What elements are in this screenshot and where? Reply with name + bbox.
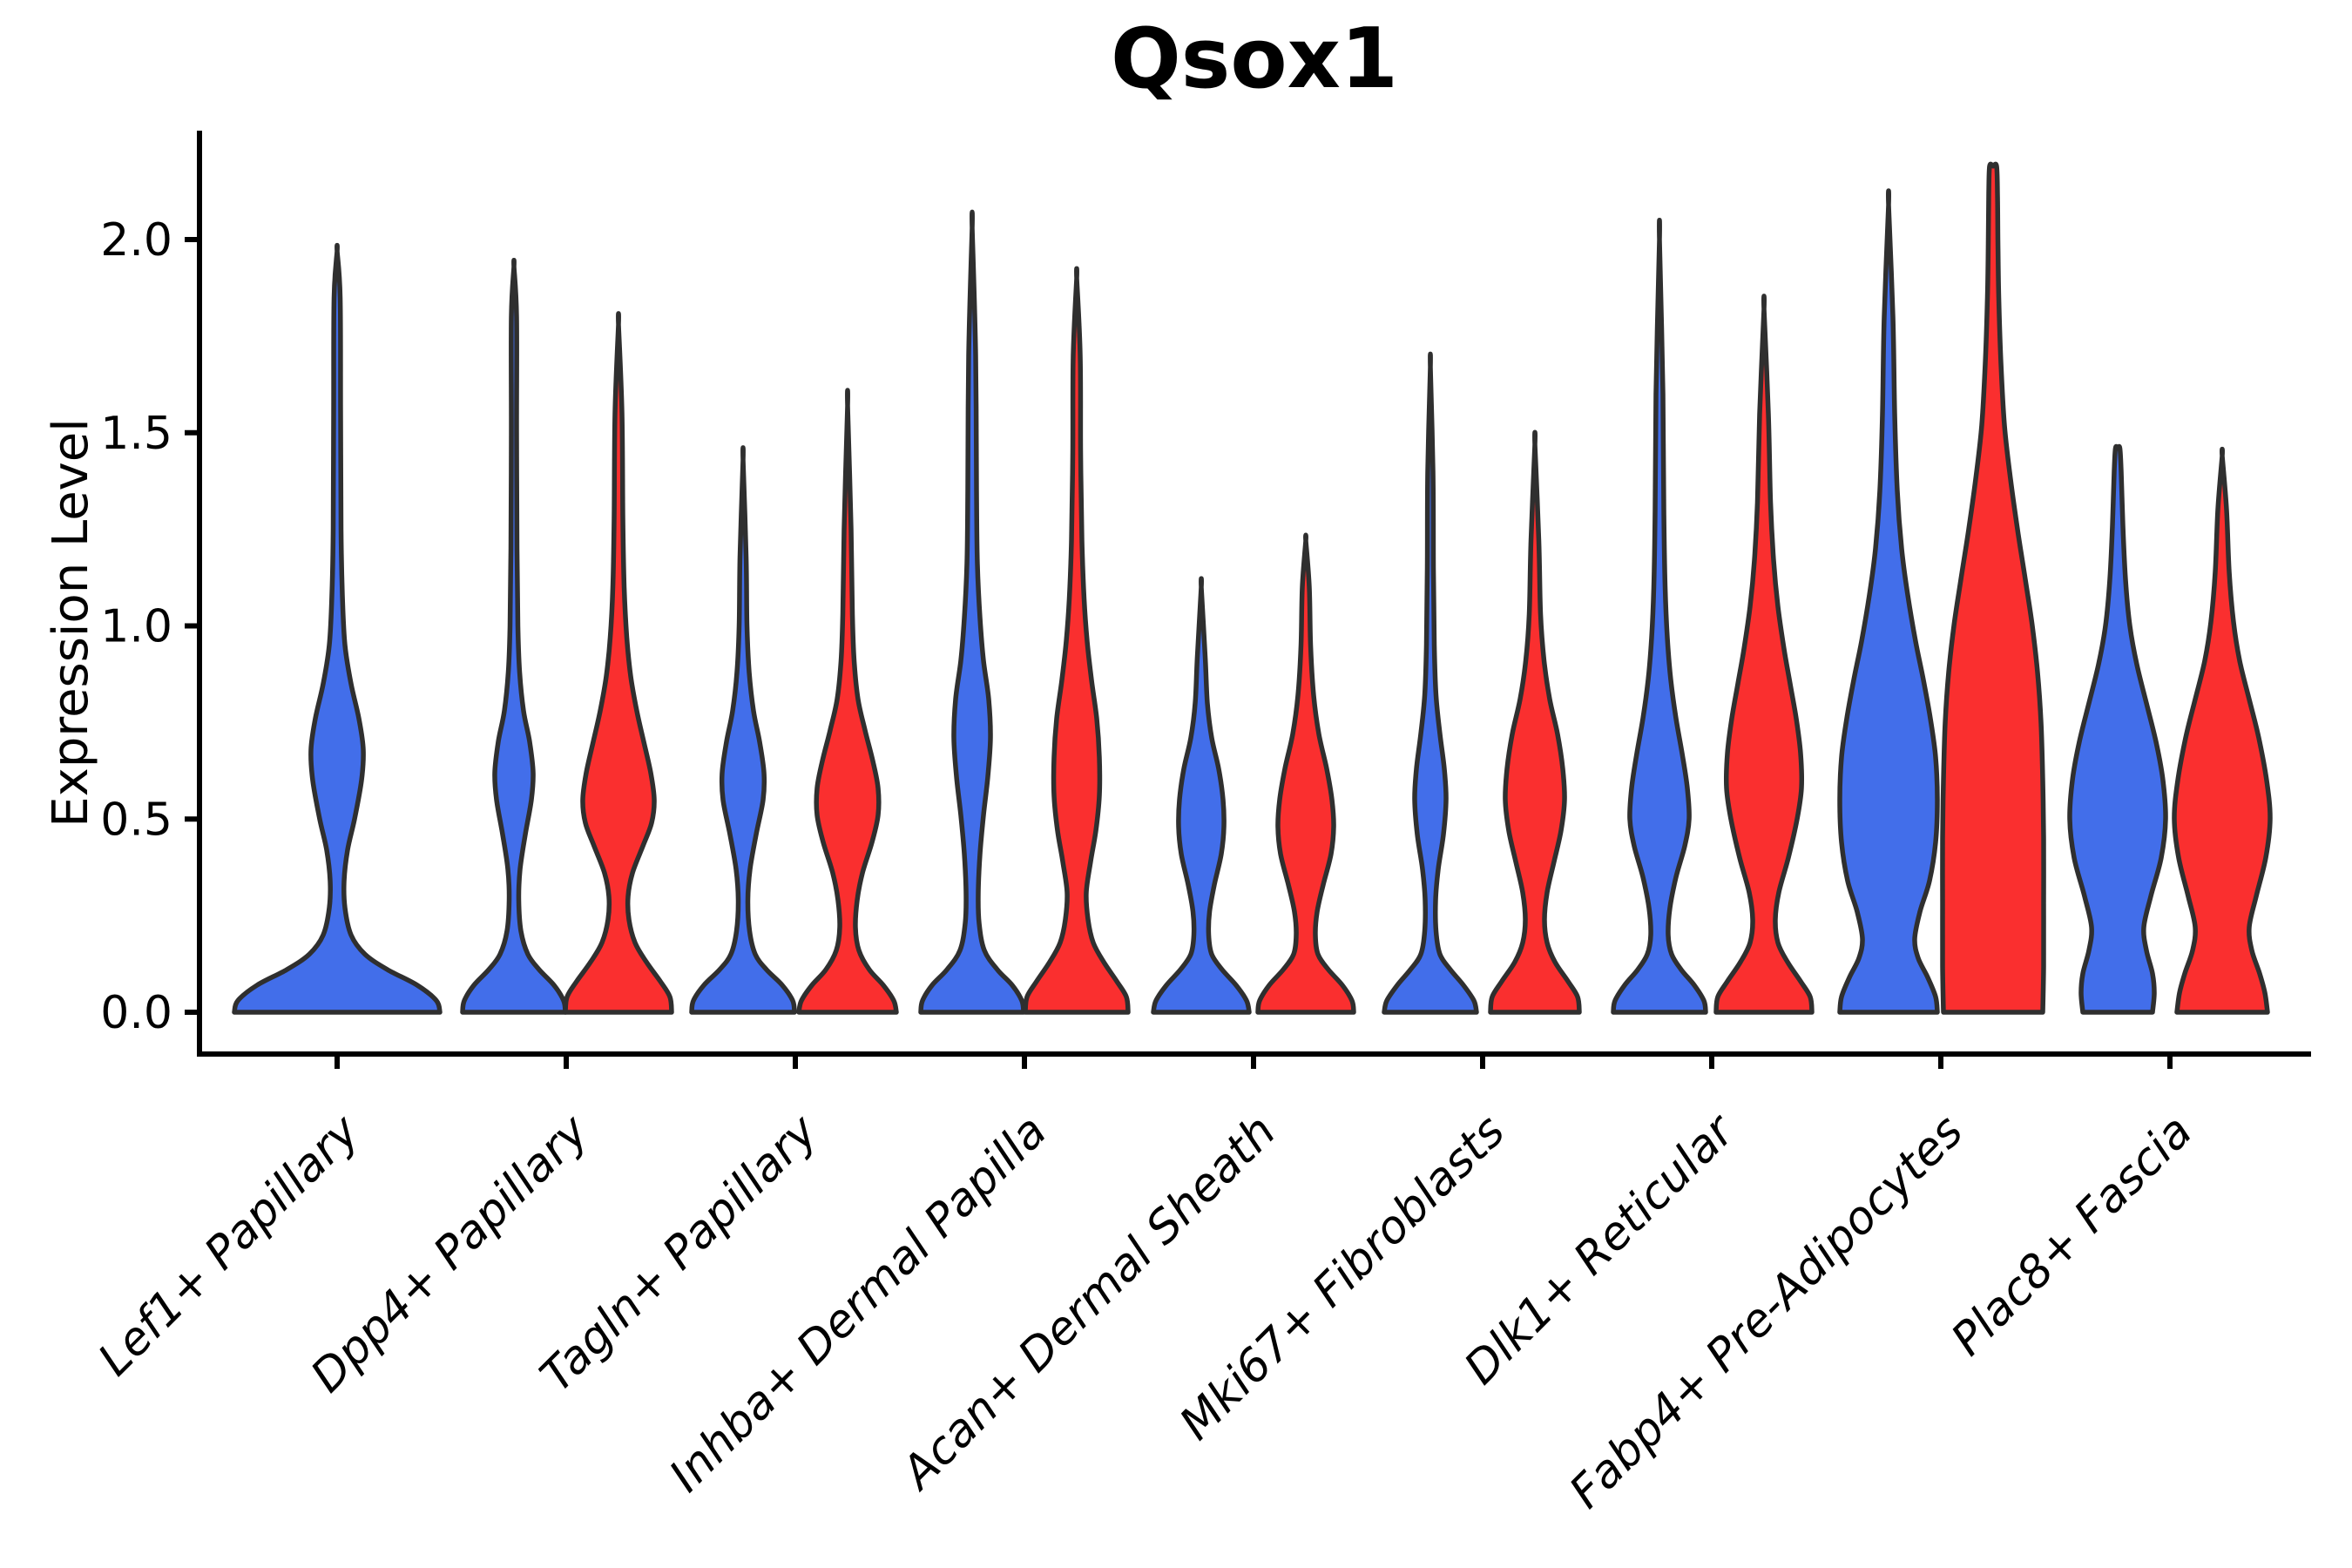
x-tick-label-plac8-fascia: Plac8+ Fascia (1942, 1105, 2202, 1366)
x-tick-label-acan-dermal-sheath: Acan+ Dermal Sheath (890, 1105, 1286, 1501)
violin-tagln-papillary-red (796, 388, 899, 1015)
violin-dpp4-papillary-red (563, 311, 674, 1015)
violin-inhba-dermal-papilla-blue (918, 209, 1026, 1015)
violin-fabp4-pre-adipocytes-red (1940, 161, 2046, 1015)
violin-dpp4-papillary-blue (460, 258, 568, 1015)
violin-plac8-fascia-blue (2067, 443, 2168, 1015)
x-tick-label-inhba-dermal-papilla: Inhba+ Dermal Papilla (659, 1105, 1057, 1503)
chart-title: Qsox1 (1111, 11, 1398, 107)
violin-dlk1-reticular-red (1713, 294, 1815, 1015)
violin-lef1-papillary-blue (232, 242, 443, 1015)
violin-mki67-fibroblasts-red (1488, 429, 1582, 1015)
violin-inhba-dermal-papilla-red (1023, 266, 1131, 1015)
violin-tagln-papillary-blue (689, 445, 797, 1015)
violins-layer (232, 161, 2273, 1015)
y-tick-label-1.5: 1.5 (100, 408, 172, 460)
y-tick-label-1.0: 1.0 (100, 601, 172, 653)
violin-acan-dermal-sheath-red (1255, 532, 1356, 1015)
y-tick-label-2.0: 2.0 (100, 214, 172, 267)
y-tick-label-0.5: 0.5 (100, 794, 172, 846)
violin-fabp4-pre-adipocytes-blue (1837, 188, 1940, 1015)
violin-acan-dermal-sheath-blue (1151, 576, 1252, 1015)
violin-mki67-fibroblasts-blue (1382, 351, 1479, 1015)
violin-dlk1-reticular-blue (1611, 218, 1708, 1015)
y-tick-label-0.0: 0.0 (100, 987, 172, 1039)
x-tick-label-fabp4-pre-adipocytes: Fabp4+ Pre-Adipocytes (1560, 1105, 1974, 1519)
violin-plac8-fascia-red (2172, 446, 2273, 1015)
y-axis-label: Expression Level (43, 418, 99, 828)
